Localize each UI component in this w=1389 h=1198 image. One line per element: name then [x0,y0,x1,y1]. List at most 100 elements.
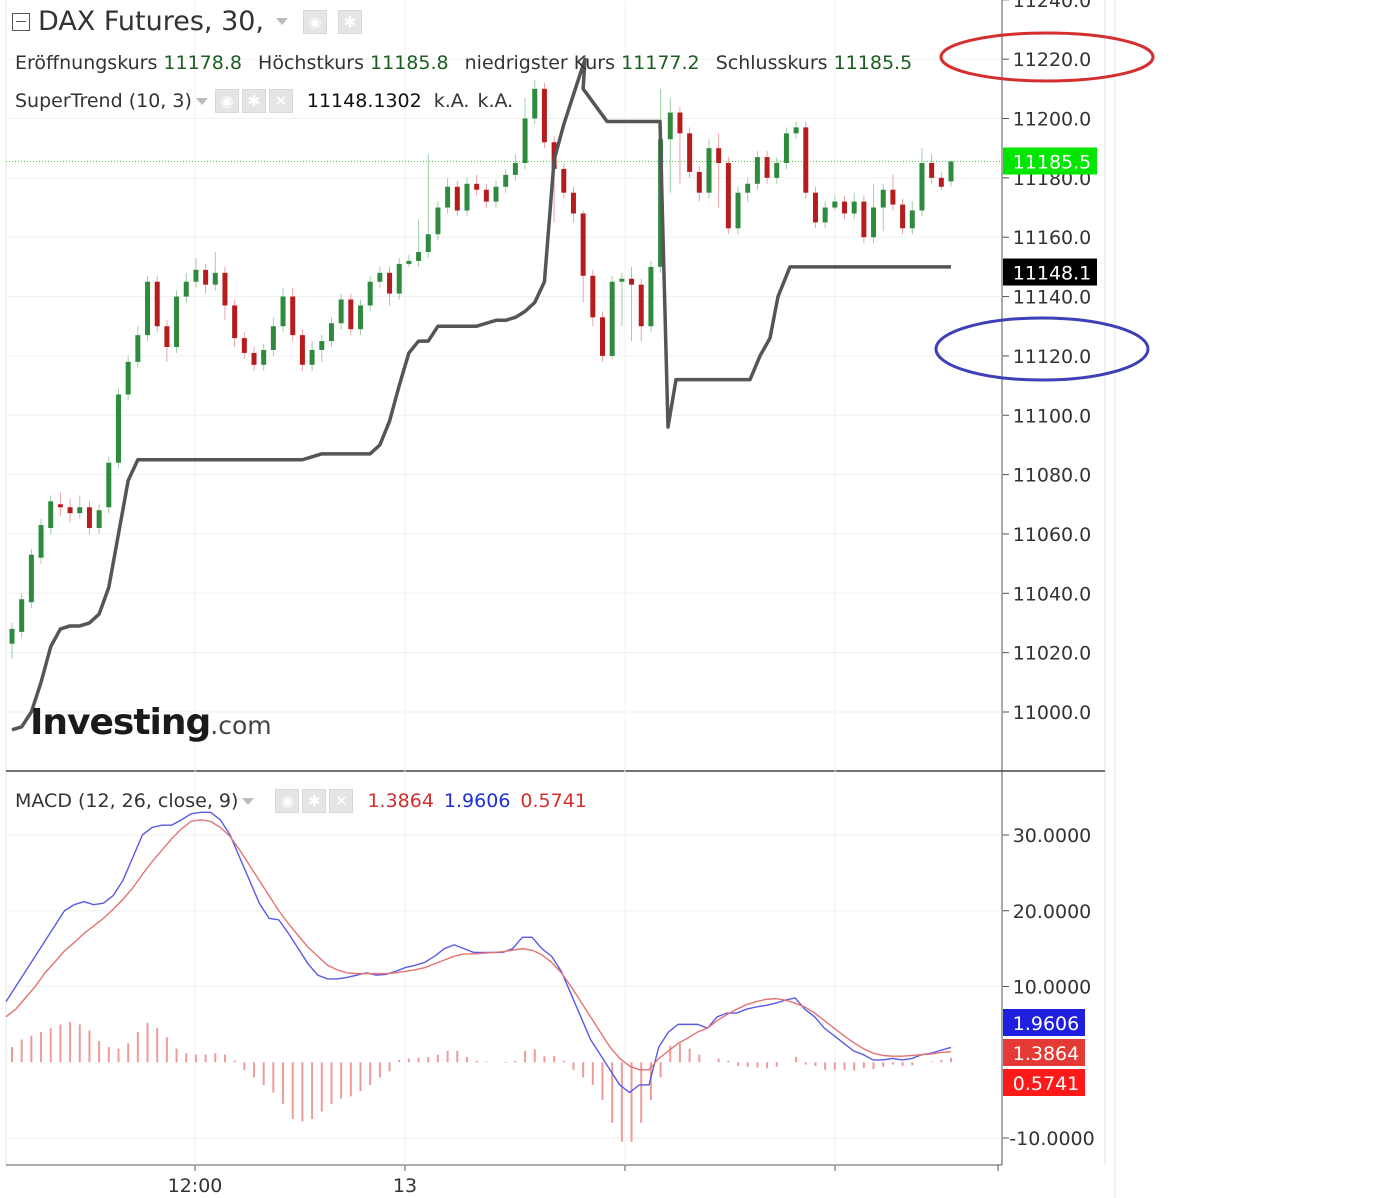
candle-body [309,349,315,365]
candle-body [503,174,509,187]
candle-body [909,210,915,229]
candle-body [812,192,818,223]
price-tick-label: 11080.0 [1013,465,1092,487]
macd-value-tag [1003,1069,1085,1096]
candle-body [474,183,480,190]
candle-body [648,266,654,327]
macd-value-tag [1003,1009,1085,1036]
supertrend-na-2: k.A. [477,90,514,112]
candle-body [696,171,702,193]
price-tag [1003,147,1097,175]
candle-body [270,326,276,350]
candle-body [900,204,906,229]
macd-legend: MACD (12, 26, close, 9) ◉ ✱ ✕ 1.3864 1.9… [15,789,587,813]
signal-line [5,819,952,1071]
candle-body [861,201,867,238]
symbol-title[interactable]: DAX Futures, 30, [38,6,265,37]
collapse-toggle-icon[interactable] [12,12,30,31]
candle-body [735,192,741,229]
candle-body [19,599,25,632]
eye-icon[interactable]: ◉ [303,9,328,34]
candle-body [667,112,673,140]
candle-body [619,278,625,282]
price-tick-label: 11160.0 [1013,227,1092,249]
gear-icon[interactable]: ✱ [338,9,363,34]
candle-body [793,127,799,134]
macd-value-tag-label: 1.3864 [1013,1043,1079,1065]
macd-tick-label: 30.0000 [1013,825,1092,847]
price-tick-label: 11140.0 [1013,287,1092,309]
candle-body [590,275,596,318]
gear-icon[interactable]: ✱ [302,789,327,813]
macd-value-tag-label: 0.5741 [1013,1073,1079,1095]
candle-body [687,133,693,172]
candle-body [464,183,470,211]
candle-body [532,88,538,119]
time-tick-label: 12:00 [168,1175,223,1197]
candle-body [677,112,683,134]
high-label: Höchstkurs [258,52,364,74]
supertrend-label[interactable]: SuperTrend (10, 3) [15,90,192,112]
eye-icon[interactable]: ◉ [214,89,239,113]
candle-body [822,207,828,223]
candle-body [483,189,489,202]
price-tick-label: 11200.0 [1013,109,1092,131]
price-tick-label: 11020.0 [1013,643,1092,665]
candle-body [938,177,944,187]
candle-body [232,305,238,339]
candle-body [832,201,838,208]
candle-body [164,326,170,347]
price-tick-label: 11100.0 [1013,405,1092,427]
candle-body [154,281,160,327]
price-tag [1003,258,1097,286]
macd-tick-label: 20.0000 [1013,901,1092,923]
candle-body [541,88,547,143]
price-tick-label: 11060.0 [1013,524,1092,546]
candle-body [9,628,15,644]
candle-body [783,133,789,164]
candle-body [222,272,228,306]
candle-body [522,118,528,164]
supertrend-legend: SuperTrend (10, 3) ◉ ✱ ✕ 11148.1302 k.A.… [15,89,513,113]
supertrend-line [11,57,951,732]
chevron-down-icon[interactable] [242,797,255,805]
price-tag-label: 11185.5 [1013,152,1092,174]
candle-body [96,510,102,529]
candle-body [115,394,121,463]
candle-body [77,507,83,514]
candle-body [57,504,63,508]
close-value: 11185.5 [833,52,913,74]
candle-body [348,299,354,330]
candle-body [764,157,770,178]
candle-body [367,281,373,306]
supertrend-na-1: k.A. [433,90,470,112]
macd-label[interactable]: MACD (12, 26, close, 9) [15,790,239,812]
chevron-down-icon[interactable] [276,18,289,25]
candle-body [629,278,635,285]
candle-body [435,207,441,235]
high-value: 11185.8 [370,52,449,74]
candle-body [774,163,780,178]
candle-body [416,252,422,261]
candle-body [203,269,209,285]
candle-body [890,189,896,205]
candle-body [454,186,460,211]
macd-value-3: 0.5741 [520,790,587,812]
supertrend-value: 11148.1302 [306,90,422,112]
candle-body [48,501,54,529]
macd-value-2: 1.9606 [443,790,511,812]
candle-body [725,163,731,229]
macd-value-tag [1003,1039,1085,1066]
eye-icon[interactable]: ◉ [275,789,300,813]
gear-icon[interactable]: ✱ [241,89,266,113]
open-value: 11178.8 [163,52,242,74]
price-tick-label: 11120.0 [1013,346,1092,368]
close-icon[interactable]: ✕ [268,89,293,113]
close-icon[interactable]: ✕ [329,789,354,813]
chevron-down-icon[interactable] [195,97,208,105]
candle-body [357,305,363,330]
candle-body [851,201,857,214]
candle-body [929,163,935,178]
